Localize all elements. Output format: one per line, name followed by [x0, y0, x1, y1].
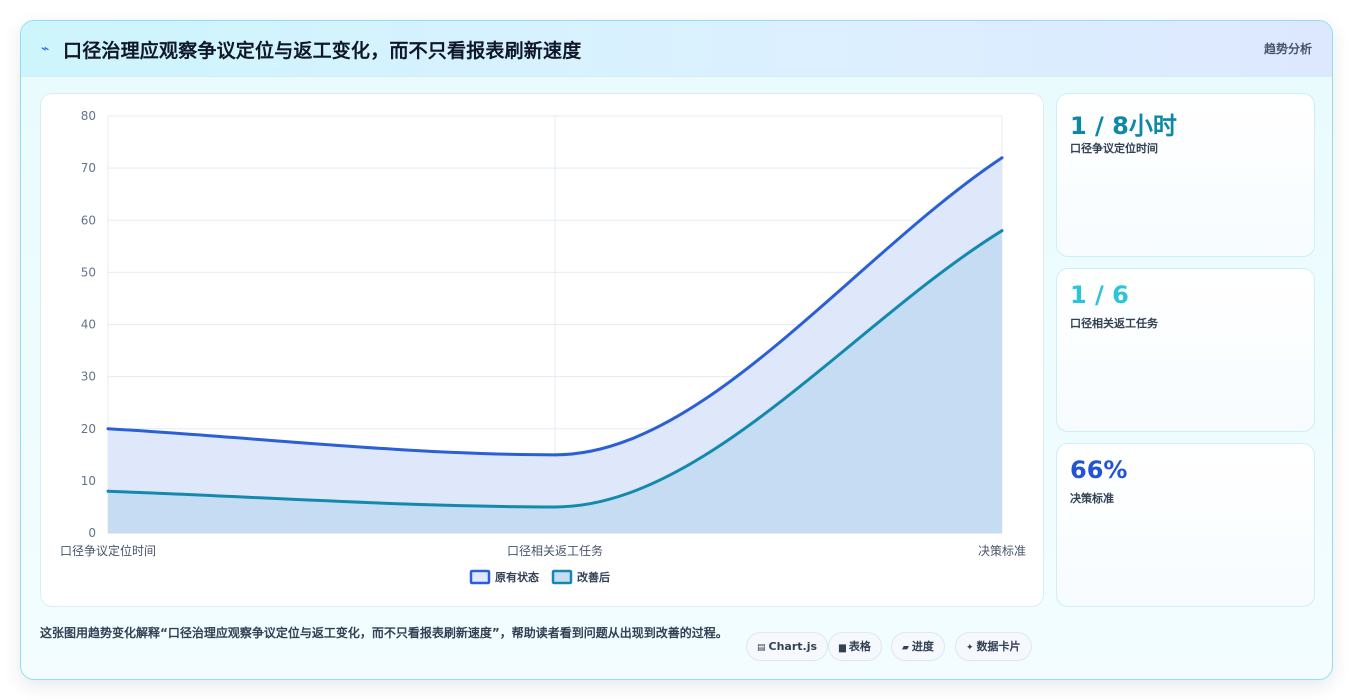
y-tick-label: 0 — [88, 526, 96, 540]
x-tick-label: 决策标准 — [978, 544, 1026, 558]
y-tick-label: 20 — [81, 422, 96, 436]
chart-description: 这张图用趋势变化解释“口径治理应观察争议定位与返工变化，而不只看报表刷新速度”，… — [40, 626, 728, 640]
wave-icon: ⌁ — [41, 41, 50, 57]
kpi-card-3: 66% 决策标准 — [1056, 443, 1315, 607]
y-tick-label: 50 — [81, 265, 96, 279]
chip-progress[interactable]: ▰ 进度 — [891, 632, 945, 661]
chip-table[interactable]: ▆ 表格 — [828, 632, 882, 661]
data-point — [106, 427, 110, 431]
y-tick-label: 80 — [81, 109, 96, 123]
legend-swatch — [469, 569, 491, 585]
data-point — [553, 505, 557, 509]
chart-panel: 0 10 20 30 40 50 60 70 80 口径争议定位时间 口径相关返工任务 决策标准原有状… — [40, 93, 1044, 607]
header-tag: 趋势分析 — [1263, 42, 1312, 56]
sparkle-icon: ✦ — [966, 643, 974, 653]
series-area-2 — [108, 230, 1002, 534]
kpi-card-2: 1 / 6 口径相关返工任务 — [1056, 268, 1315, 432]
legend-swatch — [551, 569, 573, 585]
data-point — [106, 489, 110, 493]
data-point — [1000, 156, 1004, 160]
kpi-label: 口径争议定位时间 — [1070, 142, 1158, 155]
x-tick-label: 口径争议定位时间 — [60, 543, 156, 558]
y-tick-label: 10 — [81, 474, 96, 488]
chip-chartjs[interactable]: ▤ Chart.js — [746, 632, 829, 661]
kpi-value: 66% — [1070, 456, 1128, 484]
chip-label: Chart.js — [768, 640, 818, 653]
y-tick-label: 60 — [81, 213, 96, 227]
area-chart: 0 10 20 30 40 50 60 70 80 口径争议定位时间 口径相关返工任务 决策标准原有状… — [60, 109, 1026, 585]
chip-label: 数据卡片 — [976, 640, 1021, 653]
kpi-label: 决策标准 — [1070, 492, 1114, 505]
y-tick-label: 70 — [81, 161, 96, 175]
card-header: ⌁ 口径治理应观察争议定位与返工变化，而不只看报表刷新速度 趋势分析 — [21, 21, 1332, 77]
kpi-card-1: 1 / 8小时 口径争议定位时间 — [1056, 93, 1315, 257]
table-icon: ▆ — [839, 643, 846, 653]
data-point — [1000, 229, 1004, 233]
legend-label: 原有状态 — [495, 570, 539, 584]
kpi-value: 1 / 6 — [1070, 281, 1129, 309]
y-tick-label: 30 — [81, 370, 96, 384]
kpi-label: 口径相关返工任务 — [1070, 317, 1158, 330]
chip-data-card[interactable]: ✦ 数据卡片 — [955, 632, 1032, 661]
y-tick-label: 40 — [81, 318, 96, 332]
kpi-value: 1 / 8小时 — [1070, 112, 1177, 140]
chip-label: 表格 — [848, 640, 871, 653]
chip-label: 进度 — [911, 640, 934, 653]
legend-label: 改善后 — [577, 570, 610, 584]
progress-icon: ▰ — [902, 643, 909, 653]
chart-icon: ▤ — [757, 643, 766, 653]
chart-card: ⌁ 口径治理应观察争议定位与返工变化，而不只看报表刷新速度 趋势分析 0 10 20… — [20, 20, 1333, 680]
data-point — [553, 453, 557, 457]
x-tick-label: 口径相关返工任务 — [507, 543, 603, 558]
chart-title: 口径治理应观察争议定位与返工变化，而不只看报表刷新速度 — [63, 40, 582, 62]
